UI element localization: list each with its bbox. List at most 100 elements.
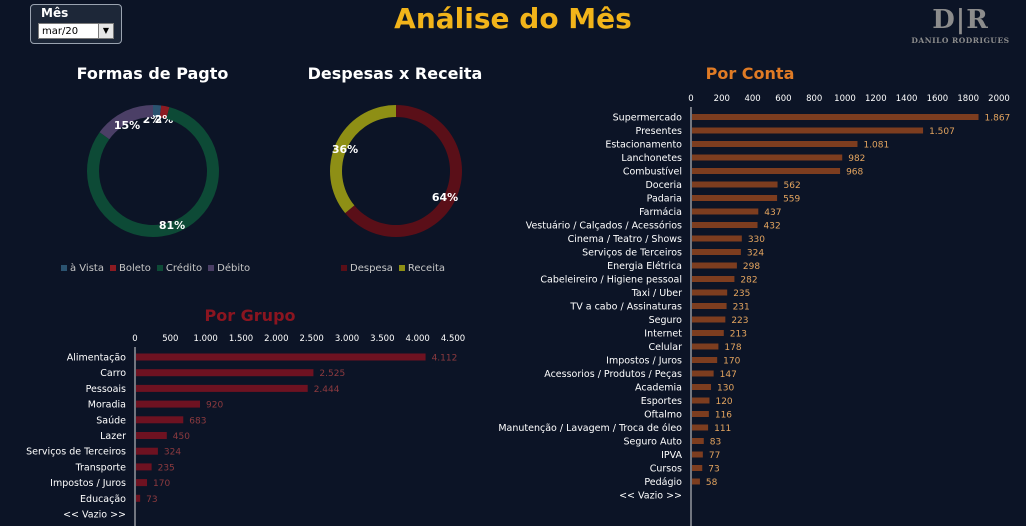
conta-category-9: Cinema / Teatro / Shows xyxy=(568,234,682,245)
logo-name: DANILO RODRIGUES xyxy=(911,36,1010,45)
grupo-value-9: 73 xyxy=(146,495,157,505)
grupo-category-8: Impostos / Juros xyxy=(50,478,126,489)
conta-category-26: Cursos xyxy=(650,464,682,475)
conta-category-24: Seguro Auto xyxy=(623,437,682,448)
conta-value-12: 282 xyxy=(740,276,757,286)
grupo-category-0: Alimentação xyxy=(67,353,126,364)
page-title: Análise do Mês xyxy=(394,2,632,35)
grupo-category-4: Saúde xyxy=(96,415,126,426)
conta-bar-13 xyxy=(692,289,728,296)
conta-category-16: Internet xyxy=(644,329,682,340)
conta-tick-2: 400 xyxy=(744,94,760,104)
conta-bar-5 xyxy=(692,181,778,188)
grupo-value-7: 235 xyxy=(158,463,175,473)
grupo-tick-3: 1.500 xyxy=(229,334,253,344)
conta-category-21: Esportes xyxy=(641,396,682,407)
conta-bar-0 xyxy=(692,114,979,120)
conta-bar-17 xyxy=(692,343,719,350)
month-select[interactable]: mar/20 ▼ xyxy=(38,23,114,39)
conta-bar-11 xyxy=(692,262,737,269)
grupo-category-5: Lazer xyxy=(100,431,126,442)
conta-value-26: 73 xyxy=(708,465,719,475)
conta-value-27: 58 xyxy=(706,478,718,488)
grupo-category-10: << Vazio >> xyxy=(63,510,126,521)
legend-formas-swatch-2 xyxy=(156,265,163,271)
grupo-category-3: Moradia xyxy=(88,400,126,411)
conta-category-28: << Vazio >> xyxy=(619,491,682,502)
grupo-tick-4: 2.000 xyxy=(264,334,288,344)
conta-tick-0: 0 xyxy=(688,94,693,104)
conta-value-5: 562 xyxy=(784,181,801,191)
legend-formas-swatch-3 xyxy=(208,265,215,271)
conta-category-3: Lanchonetes xyxy=(621,153,682,164)
grupo-value-8: 170 xyxy=(153,479,170,489)
legend-despesas-swatch-0 xyxy=(341,265,347,271)
grupo-value-6: 324 xyxy=(164,448,181,458)
conta-category-6: Padaria xyxy=(647,194,682,205)
donut-formas-value-label-2: 81% xyxy=(159,219,185,232)
conta-category-4: Combustível xyxy=(623,167,682,178)
conta-bar-9 xyxy=(692,235,742,242)
grupo-bar-5 xyxy=(136,432,167,439)
conta-category-17: Celular xyxy=(648,342,682,353)
conta-bar-3 xyxy=(692,154,843,161)
conta-bar-16 xyxy=(692,330,724,336)
conta-bar-24 xyxy=(692,438,704,444)
conta-tick-4: 800 xyxy=(806,94,822,104)
legend-despesas: Despesa Receita xyxy=(335,263,445,274)
legend-formas-label-0: à Vista xyxy=(70,263,104,274)
grupo-tick-2: 1.000 xyxy=(193,334,217,344)
grupo-tick-8: 4.000 xyxy=(405,334,429,344)
grupo-category-6: Serviços de Terceiros xyxy=(26,447,126,458)
conta-category-8: Vestuário / Calçados / Acessórios xyxy=(526,221,682,232)
conta-bar-1 xyxy=(692,127,924,134)
grupo-bar-1 xyxy=(136,369,314,377)
conta-category-7: Farmácia xyxy=(639,207,682,218)
grupo-value-0: 4.112 xyxy=(432,354,458,364)
donut-formas-slice-3 xyxy=(99,105,153,140)
logo: D|R DANILO RODRIGUES xyxy=(908,4,1013,50)
legend-despesas-swatch-1 xyxy=(398,265,405,271)
donut-despesas-value-label-1: 36% xyxy=(332,143,358,156)
chart-title-despesas: Despesas x Receita xyxy=(307,64,483,83)
legend-formas-label-2: Crédito xyxy=(165,263,203,274)
conta-category-14: TV a cabo / Assinaturas xyxy=(569,302,682,313)
conta-category-27: Pedágio xyxy=(644,477,682,488)
grupo-tick-9: 4.500 xyxy=(441,334,465,344)
month-filter-label: Mês xyxy=(41,6,69,20)
conta-tick-10: 2000 xyxy=(988,94,1010,104)
donut-formas-value-label-3: 15% xyxy=(114,119,140,132)
conta-value-23: 111 xyxy=(714,424,731,434)
conta-value-9: 330 xyxy=(748,235,765,245)
grupo-bar-3 xyxy=(136,400,201,408)
conta-value-3: 982 xyxy=(848,154,865,164)
legend-formas-swatch-1 xyxy=(109,265,116,271)
conta-bar-23 xyxy=(692,424,709,431)
conta-tick-7: 1400 xyxy=(896,94,918,104)
legend-formas-label-3: Débito xyxy=(217,263,251,274)
conta-category-11: Energia Elétrica xyxy=(607,261,682,272)
conta-bar-7 xyxy=(692,208,759,215)
conta-bar-21 xyxy=(692,397,710,404)
chevron-down-icon[interactable]: ▼ xyxy=(98,24,113,38)
legend-despesas-label-0: Despesa xyxy=(350,263,393,274)
conta-category-23: Manutenção / Lavagem / Troca de óleo xyxy=(498,423,682,434)
conta-bar-22 xyxy=(692,411,709,417)
conta-category-22: Oftalmo xyxy=(644,410,682,421)
legend-formas: à Vista Boleto Crédito Débito xyxy=(55,263,250,274)
conta-tick-5: 1000 xyxy=(834,94,856,104)
conta-category-1: Presentes xyxy=(636,126,682,137)
grupo-bar-7 xyxy=(136,463,152,471)
conta-category-18: Impostos / Juros xyxy=(606,356,682,367)
conta-value-11: 298 xyxy=(743,262,760,272)
conta-bar-18 xyxy=(692,357,718,363)
conta-value-24: 83 xyxy=(710,438,721,448)
conta-category-19: Acessorios / Produtos / Peças xyxy=(544,369,682,380)
conta-value-17: 178 xyxy=(724,343,741,353)
grupo-bar-9 xyxy=(136,494,141,502)
conta-category-5: Doceria xyxy=(645,180,682,191)
conta-bar-27 xyxy=(692,478,700,485)
conta-tick-9: 1800 xyxy=(957,94,979,104)
conta-tick-1: 200 xyxy=(714,94,730,104)
legend-formas-label-1: Boleto xyxy=(118,263,151,274)
